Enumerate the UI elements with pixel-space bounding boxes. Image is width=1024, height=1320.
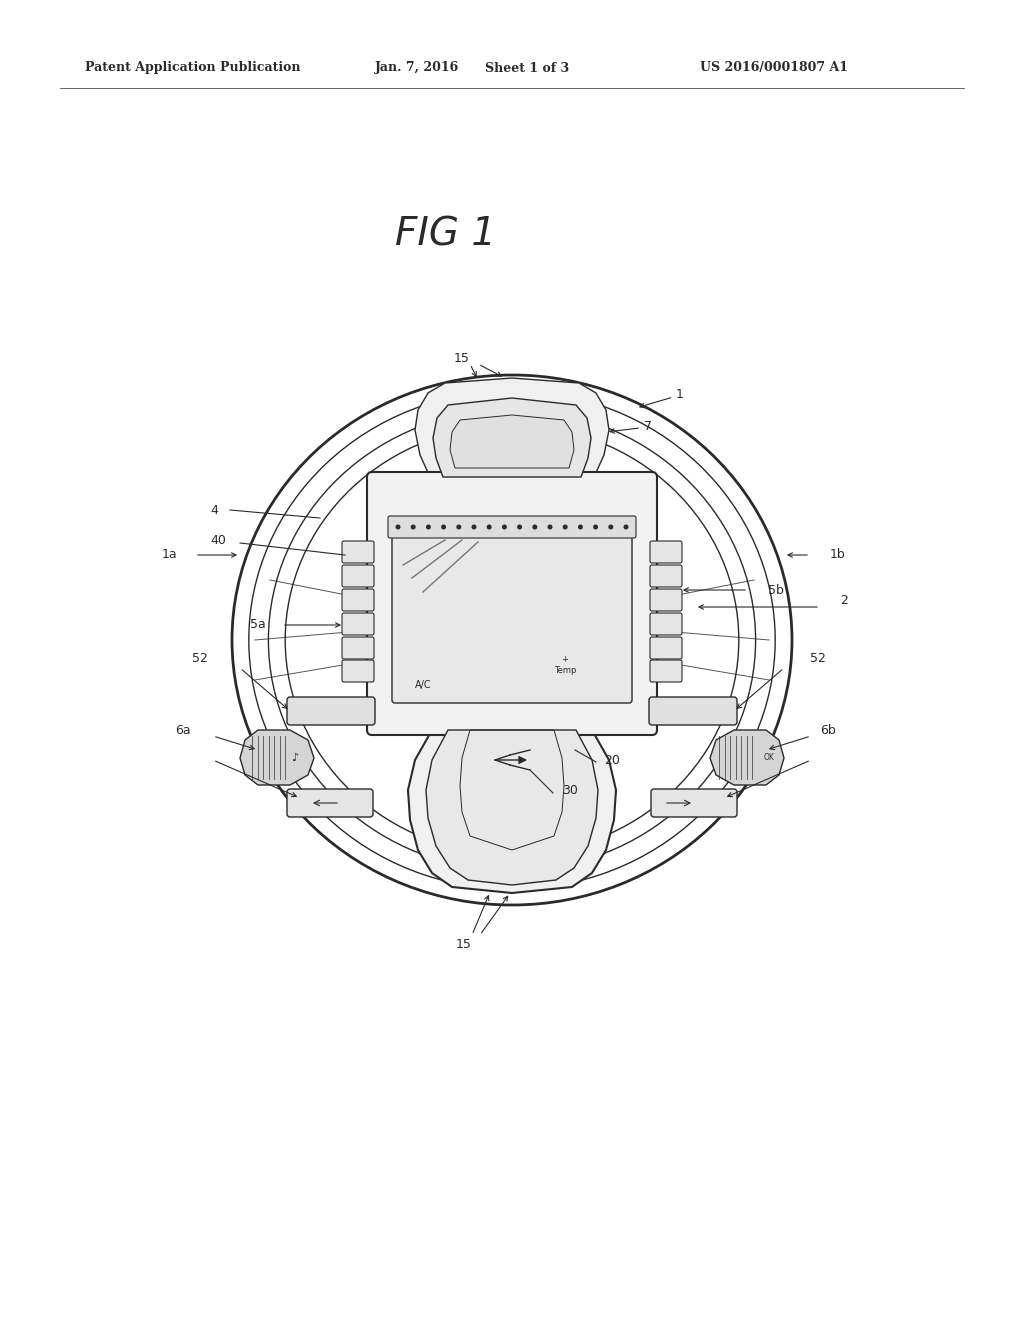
Text: 5a: 5a [250,619,266,631]
Circle shape [624,524,629,529]
Text: 52: 52 [193,652,208,664]
Text: Patent Application Publication: Patent Application Publication [85,62,300,74]
Text: 1a: 1a [162,549,177,561]
FancyBboxPatch shape [649,697,737,725]
Circle shape [426,524,431,529]
Text: FIG 1: FIG 1 [395,216,496,253]
Text: 52: 52 [810,652,826,664]
Text: 5b: 5b [768,583,784,597]
FancyBboxPatch shape [650,589,682,611]
Circle shape [517,524,522,529]
FancyBboxPatch shape [650,565,682,587]
FancyBboxPatch shape [342,589,374,611]
FancyBboxPatch shape [287,789,373,817]
Polygon shape [710,730,784,785]
Polygon shape [240,730,314,785]
Circle shape [608,524,613,529]
Text: 15: 15 [456,939,472,952]
Text: 1: 1 [640,388,684,408]
FancyBboxPatch shape [650,612,682,635]
FancyBboxPatch shape [650,541,682,564]
Text: Jan. 7, 2016: Jan. 7, 2016 [375,62,459,74]
Circle shape [563,524,567,529]
FancyBboxPatch shape [287,697,375,725]
Polygon shape [433,399,591,477]
Polygon shape [450,414,574,469]
Circle shape [395,524,400,529]
Text: A/C: A/C [415,680,432,690]
FancyBboxPatch shape [342,638,374,659]
Circle shape [457,524,461,529]
Text: Sheet 1 of 3: Sheet 1 of 3 [485,62,569,74]
Text: ♪: ♪ [292,752,299,763]
Circle shape [593,524,598,529]
FancyBboxPatch shape [392,535,632,704]
Circle shape [578,524,583,529]
Text: 15: 15 [454,351,470,364]
Circle shape [441,524,446,529]
FancyBboxPatch shape [342,612,374,635]
Text: +
Temp: + Temp [554,655,577,675]
Circle shape [548,524,553,529]
Polygon shape [415,378,609,477]
FancyBboxPatch shape [342,541,374,564]
FancyBboxPatch shape [342,660,374,682]
Circle shape [532,524,538,529]
FancyBboxPatch shape [342,565,374,587]
Circle shape [502,524,507,529]
Text: 7: 7 [610,421,652,433]
Text: 2: 2 [840,594,848,606]
Text: 6b: 6b [820,723,836,737]
Text: 6a: 6a [175,723,190,737]
Text: US 2016/0001807 A1: US 2016/0001807 A1 [700,62,848,74]
FancyBboxPatch shape [388,516,636,539]
FancyBboxPatch shape [367,473,657,735]
Text: 4: 4 [210,503,218,516]
FancyBboxPatch shape [651,789,737,817]
Circle shape [411,524,416,529]
Circle shape [471,524,476,529]
FancyBboxPatch shape [650,638,682,659]
Text: 1b: 1b [830,549,846,561]
Polygon shape [426,730,598,884]
Text: 20: 20 [604,754,620,767]
Polygon shape [408,730,616,894]
Circle shape [486,524,492,529]
Text: 30: 30 [562,784,578,796]
FancyBboxPatch shape [650,660,682,682]
Text: 40: 40 [210,533,226,546]
Text: OK: OK [764,754,774,763]
